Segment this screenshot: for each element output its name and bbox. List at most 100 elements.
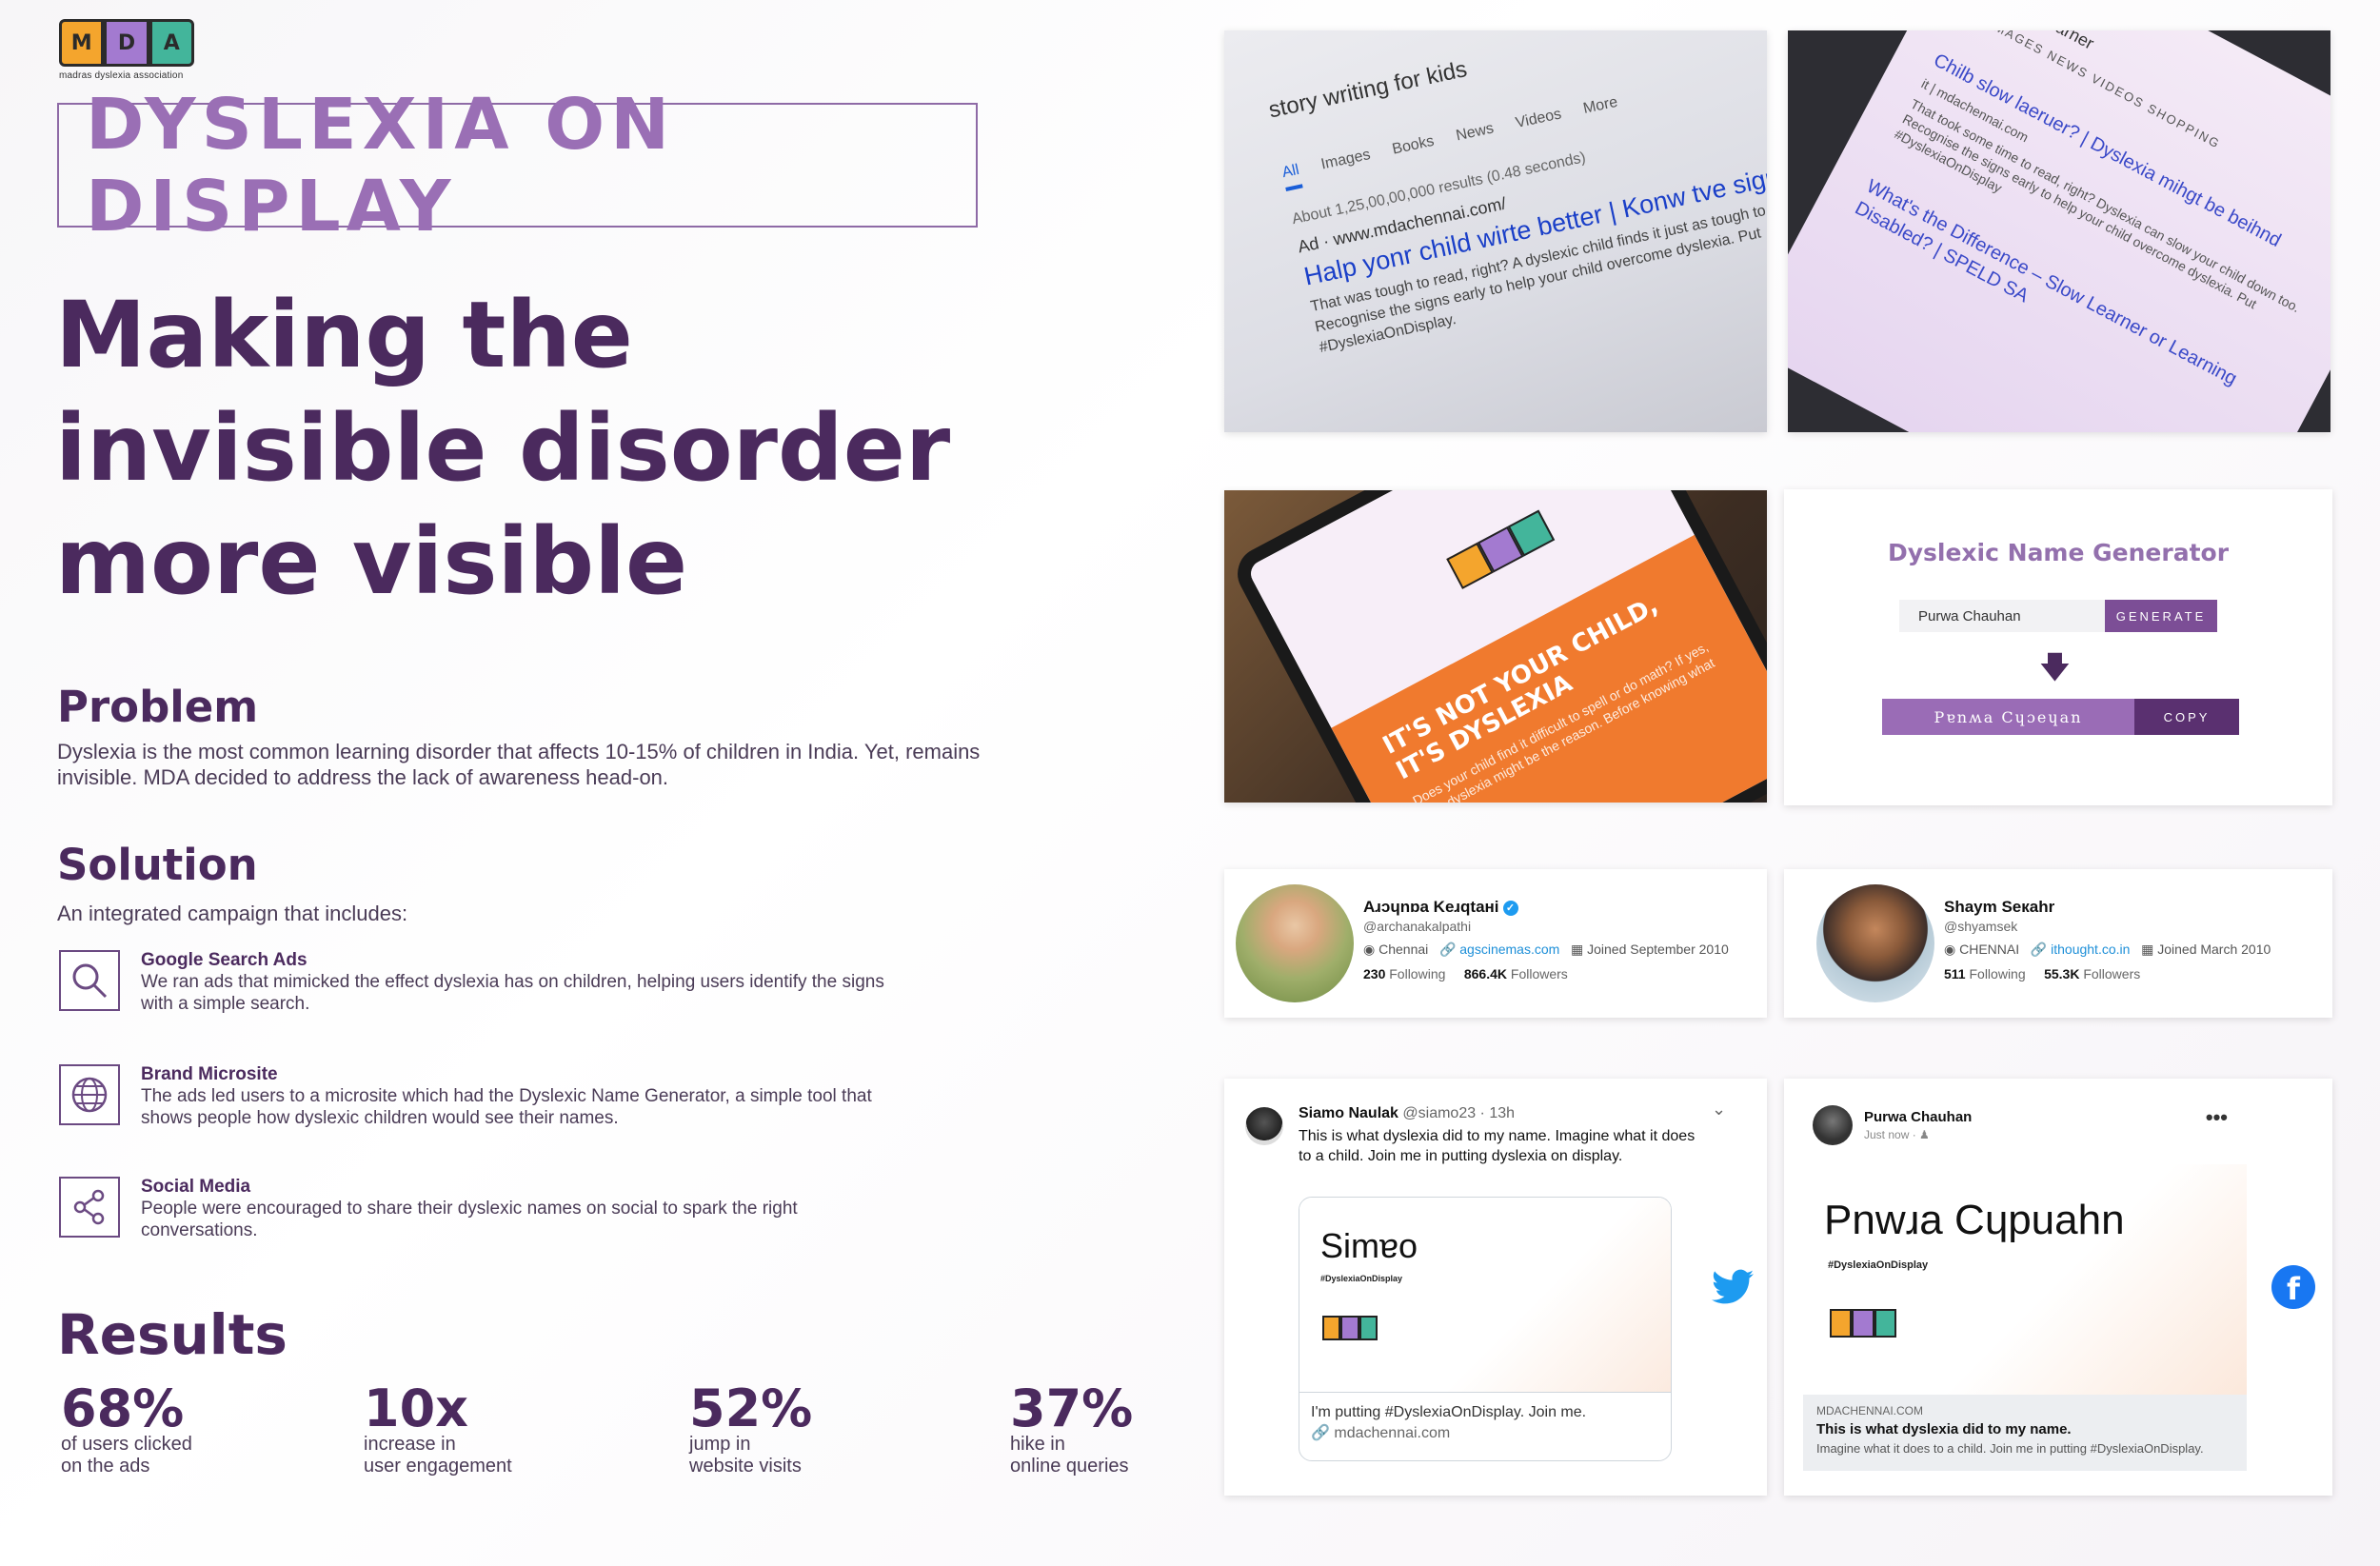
profile-name: Aɹɔɥnɒa Keɹqtaнi ✓ xyxy=(1363,898,1518,917)
chevron-down-icon[interactable]: ⌄ xyxy=(1712,1100,1727,1119)
profile-card: Shaym Seкahr @shyamsek ◉ CHENNAI 🔗 ithou… xyxy=(1784,869,2332,1018)
mda-logo xyxy=(1830,1309,1896,1338)
profile-handle: @archanakalpathi xyxy=(1363,919,1472,934)
following-count: 511 xyxy=(1944,966,1966,981)
stat-users-clicked: 68% of users clicked on the ads xyxy=(61,1380,192,1477)
logo-letter-d: D xyxy=(104,19,149,67)
stat-website-visits: 52% jump in website visits xyxy=(689,1380,812,1477)
stat-value: 37% xyxy=(1010,1378,1134,1438)
card-url: mdachennai.com xyxy=(1334,1425,1451,1441)
solution-item-title: Brand Microsite xyxy=(141,1064,278,1084)
stat-online-queries: 37% hike in online queries xyxy=(1010,1380,1133,1477)
post-time: Just now · ♟ xyxy=(1864,1128,1930,1141)
tab-books: Books xyxy=(1390,132,1436,158)
profile-name: Shaym Seкahr xyxy=(1944,898,2055,916)
stat-value: 68% xyxy=(61,1378,185,1438)
solution-item-social: Social Media People were encouraged to s… xyxy=(59,1177,916,1243)
profile-handle: @shyamsek xyxy=(1944,919,2018,934)
results-heading: Results xyxy=(57,1302,288,1367)
dyslexic-name-result: Pɐnʍa Cɥɔeɥan xyxy=(1882,699,2134,735)
tab-more: More xyxy=(1581,93,1619,117)
location-icon: ◉ xyxy=(1363,942,1376,957)
copy-button[interactable]: COPY xyxy=(2134,699,2239,735)
followers-label: Followers xyxy=(1510,966,1568,981)
name-input[interactable]: Purwa Chauhan xyxy=(1899,600,2105,632)
profile-location: Chennai xyxy=(1378,942,1429,957)
solution-heading: Solution xyxy=(57,840,258,890)
solution-item-desc: We ran ads that mimicked the effect dysl… xyxy=(141,972,884,1014)
logo-letter-m: M xyxy=(59,19,105,67)
campaign-title-box: DYSLEXIA ON DISPLAY xyxy=(57,84,978,248)
tab-all: All xyxy=(1280,161,1303,191)
tweet-handle: @siamo23 · 13h xyxy=(1402,1105,1516,1121)
tab-videos: Videos xyxy=(1514,106,1563,132)
verified-icon: ✓ xyxy=(1502,901,1518,916)
profile-card: Aɹɔɥnɒa Keɹqtaнi ✓ @archanakalpathi ◉ Che… xyxy=(1224,869,1767,1018)
headline-line-2: invisible disorder xyxy=(55,395,951,502)
tweet-author-name: Siamo Naulak xyxy=(1299,1105,1398,1121)
name-generator-panel: Dyslexic Name Generator Purwa Chauhan GE… xyxy=(1784,489,2332,805)
tweet-link-card[interactable]: Simɐo #DyslexiaOnDisplay I'm putting #Dy… xyxy=(1299,1197,1672,1461)
twitter-icon xyxy=(1712,1269,1754,1315)
tab-images: Images xyxy=(1319,146,1372,173)
search-results-page: story writing for kids All Images Books … xyxy=(1224,30,1767,432)
generate-button[interactable]: GENERATE xyxy=(2105,600,2217,632)
avatar xyxy=(1236,884,1354,1002)
facebook-icon: f xyxy=(2271,1265,2315,1309)
calendar-icon: ▦ xyxy=(2141,942,2154,957)
microsite-phone-photo: IT'S NOT YOUR CHILD, IT'S DYSLEXIA Does … xyxy=(1224,490,1767,803)
solution-item-microsite: Brand Microsite The ads led users to a m… xyxy=(59,1064,916,1131)
calendar-icon: ▦ xyxy=(1570,942,1584,957)
link-subtitle: Imagine what it does to a child. Join me… xyxy=(1816,1441,2204,1456)
stat-value: 52% xyxy=(689,1378,813,1438)
avatar xyxy=(1813,1105,1853,1145)
link-icon: 🔗 xyxy=(1311,1425,1330,1441)
problem-heading: Problem xyxy=(57,682,259,732)
link-card-image: Simɐo #DyslexiaOnDisplay xyxy=(1299,1198,1671,1392)
tab-news: News xyxy=(1454,120,1496,145)
headline-line-1: Making the xyxy=(55,282,633,388)
search-icon xyxy=(59,950,120,1011)
link-icon: 🔗 xyxy=(2030,942,2048,957)
solution-item-title: Social Media xyxy=(141,1177,251,1197)
logo-mark: M D A xyxy=(59,19,194,67)
friends-icon: ♟ xyxy=(1919,1128,1930,1141)
following-count: 230 xyxy=(1363,966,1386,981)
following-label: Following xyxy=(1389,966,1446,981)
followers-count: 55.3K xyxy=(2044,966,2080,981)
card-hashtag: #DyslexiaOnDisplay xyxy=(1320,1274,1403,1283)
headline-line-3: more visible xyxy=(55,508,688,615)
profile-location: CHENNAI xyxy=(1959,942,2020,957)
mda-logo xyxy=(1446,509,1556,589)
logo-text: madras dyslexia association xyxy=(59,70,184,81)
card-caption: I'm putting #DyslexiaOnDisplay. Join me. xyxy=(1311,1404,1587,1420)
problem-text: Dyslexia is the most common learning dis… xyxy=(57,740,981,789)
microsite-screen: IT'S NOT YOUR CHILD, IT'S DYSLEXIA Does … xyxy=(1228,490,1767,803)
profile-meta: ◉ CHENNAI 🔗 ithought.co.in ▦ Joined Marc… xyxy=(1944,942,2271,958)
headline: Making the invisible disorder more visib… xyxy=(55,279,1007,619)
stat-label: of users clicked on the ads xyxy=(61,1434,192,1477)
phone-search-screen: child slow learner ALL IMAGES NEWS VIDEO… xyxy=(1788,30,2330,432)
post-link-preview[interactable]: MDACHENNAI.COM This is what dyslexia did… xyxy=(1803,1395,2247,1471)
card-dyslexic-name: Simɐo xyxy=(1320,1226,1418,1265)
tweet-card: Siamo Naulak @siamo23 · 13h ⌄ This is wh… xyxy=(1224,1079,1767,1496)
solution-item-search-ads: Google Search Ads We ran ads that mimick… xyxy=(59,950,916,1017)
followers-label: Followers xyxy=(2083,966,2141,981)
solution-item-desc: People were encouraged to share their dy… xyxy=(141,1199,798,1240)
profile-stats: 230 Following 866.4K Followers xyxy=(1363,966,1568,981)
profile-joined: Joined March 2010 xyxy=(2157,942,2271,957)
profile-link[interactable]: agscinemas.com xyxy=(1459,942,1560,957)
tweet-text: This is what dyslexia did to my name. Im… xyxy=(1299,1128,1696,1164)
post-image: Pnwɹa Cɥpuahn #DyslexiaOnDisplay xyxy=(1803,1164,2247,1395)
more-options-icon[interactable]: ••• xyxy=(2205,1105,2228,1129)
avatar xyxy=(1245,1107,1283,1145)
tweet-author: Siamo Naulak @siamo23 · 13h xyxy=(1299,1105,1515,1122)
mda-logo: M D A madras dyslexia association xyxy=(59,19,194,81)
post-hashtag: #DyslexiaOnDisplay xyxy=(1828,1259,1929,1271)
share-icon xyxy=(59,1177,120,1238)
stat-label: hike in online queries xyxy=(1010,1434,1129,1477)
solution-item-title: Google Search Ads xyxy=(141,950,307,970)
profile-link[interactable]: ithought.co.in xyxy=(2051,942,2131,957)
globe-icon xyxy=(59,1064,120,1125)
profile-meta: ◉ Chennai 🔗 agscinemas.com ▦ Joined Sept… xyxy=(1363,942,1729,958)
